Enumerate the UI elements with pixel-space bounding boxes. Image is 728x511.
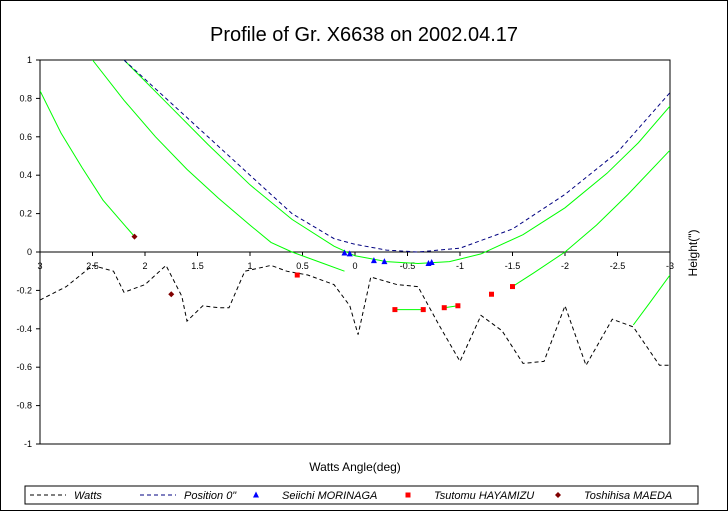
y-tick-label: -0.6 xyxy=(16,362,32,372)
legend-label: Watts xyxy=(74,490,102,502)
x-tick-label: -2.5 xyxy=(610,261,626,271)
marker-diamond xyxy=(131,233,138,240)
x-tick-label: 1 xyxy=(247,261,252,271)
fit-curve-4 xyxy=(512,149,670,288)
x-tick-label: -1 xyxy=(456,261,464,271)
legend-label: Tsutomu HAYAMIZU xyxy=(434,490,534,502)
fit-curve-1 xyxy=(40,90,135,237)
marker-square xyxy=(441,305,447,311)
series-markers xyxy=(131,233,515,313)
y-tick-label: 0.6 xyxy=(19,132,32,142)
y-tick-label: 0 xyxy=(27,247,32,257)
marker-square xyxy=(455,303,461,309)
fit-curve-7 xyxy=(632,274,670,326)
legend-label: Position 0" xyxy=(184,490,237,502)
series-lines xyxy=(40,60,670,367)
y-tick-label: 1 xyxy=(27,55,32,65)
legend-swatch xyxy=(253,491,259,498)
y-tick-label: 0.4 xyxy=(19,170,32,180)
x-tick-label: 1.5 xyxy=(191,261,204,271)
marker-square xyxy=(294,272,300,278)
legend-label: Seiichi MORINAGA xyxy=(282,490,377,502)
marker-square xyxy=(392,307,398,313)
y-tick-label: -1 xyxy=(24,439,32,449)
marker-triangle xyxy=(381,258,388,265)
legend-swatch xyxy=(405,492,411,498)
marker-square xyxy=(489,291,494,297)
legend-label: Toshihisa MAEDA xyxy=(584,490,672,502)
y-axis: 1 0.8 0.6 0.4 0.2 0 -0.2 -0.4 -0.6 -0.8 -1 xyxy=(16,55,40,449)
marker-diamond xyxy=(168,291,175,298)
x-axis: 3 2.5 2 1.5 1 0.5 0 -0.5 -1 -1.5 -2 -2.5 -3 xyxy=(37,251,674,271)
legend xyxy=(24,485,699,505)
x-tick-label: 0 xyxy=(352,261,357,271)
marker-triangle xyxy=(346,250,353,257)
x-tick-label: 0.5 xyxy=(296,261,309,271)
marker-square xyxy=(510,284,515,290)
y-tick-label: 0.2 xyxy=(19,209,32,219)
x-tick-label: -2 xyxy=(561,261,569,271)
y-axis-title: Height(") xyxy=(686,230,700,277)
y-tick-label: -0.8 xyxy=(16,401,32,411)
y-tick-label: -0.4 xyxy=(16,324,32,334)
series-line-1 xyxy=(123,60,670,253)
x-tick-label: -1.5 xyxy=(505,261,521,271)
x-tick-label: -3 xyxy=(666,261,674,271)
legend-swatch xyxy=(555,492,561,498)
y-tick-label: -0.2 xyxy=(16,285,32,295)
x-tick-label: 2 xyxy=(142,261,147,271)
x-tick-label: 3 xyxy=(37,261,42,271)
series-line-0 xyxy=(40,264,670,367)
y-tick-label: 0.8 xyxy=(19,93,32,103)
marker-triangle xyxy=(341,249,348,256)
fit-curves xyxy=(40,60,670,326)
marker-square xyxy=(420,307,426,313)
fit-curve-2 xyxy=(92,60,345,272)
x-tick-label: 2.5 xyxy=(86,261,99,271)
marker-triangle xyxy=(370,257,377,264)
x-axis-title: Watts Angle(deg) xyxy=(309,460,401,474)
legend-items: Watts Position 0" Seiichi MORINAGA Tsutomu … xyxy=(30,490,672,502)
x-tick-label: -0.5 xyxy=(400,261,416,271)
fit-curve-3 xyxy=(123,60,670,265)
chart-title: Profile of Gr. X6638 on 2002.04.17 xyxy=(210,24,518,46)
marker-triangle xyxy=(428,259,435,266)
